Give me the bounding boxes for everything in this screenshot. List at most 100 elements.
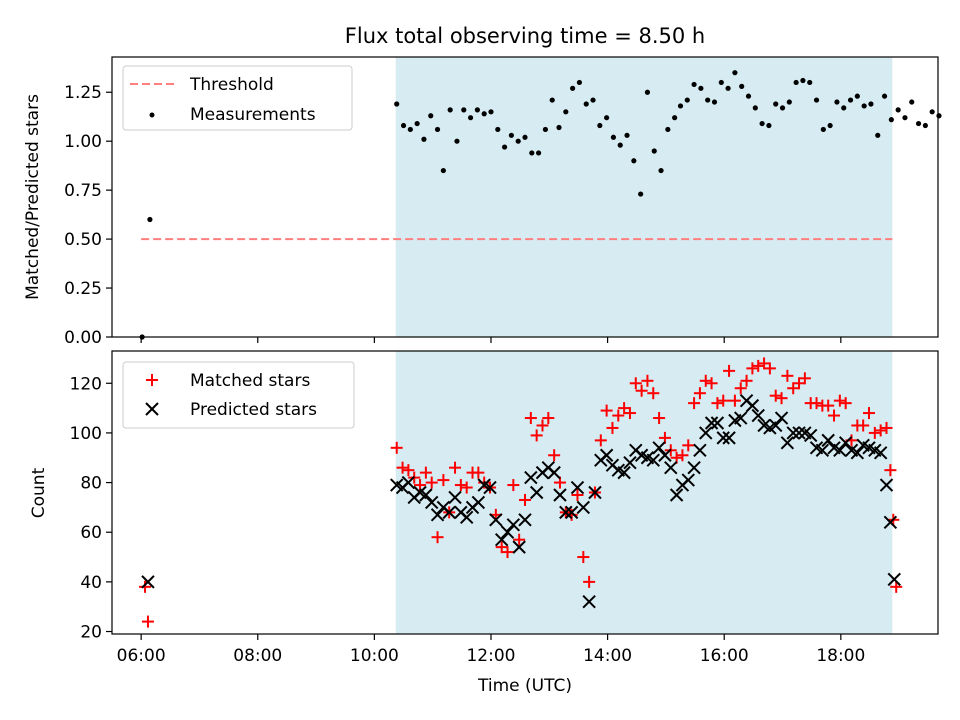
measurement-point: [147, 216, 153, 223]
measurement-point: [725, 85, 731, 91]
matched-stars-point: [775, 392, 788, 405]
predicted-stars-point: [506, 518, 521, 532]
y-tick-label: 1.25: [64, 83, 102, 103]
measurement-point: [820, 126, 826, 133]
measurement-point: [739, 83, 745, 89]
matched-stars-point: [542, 412, 555, 425]
matched-stars-point: [705, 377, 718, 390]
predicted-stars-point: [710, 416, 725, 430]
predicted-stars-point: [588, 485, 602, 500]
measurement-point: [677, 103, 684, 109]
measurement-point: [631, 158, 637, 164]
predicted-stars-point: [669, 488, 684, 502]
measurement-point: [563, 109, 569, 115]
y-tick-label: 1.00: [64, 132, 102, 152]
predicted-stars-point: [887, 572, 901, 587]
measurement-point: [847, 97, 854, 103]
legend-matched-label: Matched stars: [190, 371, 310, 391]
legend-predicted-label: Predicted stars: [190, 400, 317, 420]
measurement-point: [447, 107, 453, 113]
predicted-stars-point: [529, 485, 544, 500]
top-y-ticks: 0.00 0.25 0.50 0.75 1.00 1.25: [64, 83, 112, 348]
x-tick-label: 06:00: [117, 646, 166, 666]
measurement-point: [434, 126, 441, 133]
measurement-point: [711, 99, 718, 105]
matched-stars-point: [682, 439, 695, 452]
predicted-stars-point: [658, 448, 672, 462]
top-legend: Threshold Measurements: [122, 65, 353, 131]
legend-measurements-label: Measurements: [190, 105, 316, 125]
bottom-y-ticks: 20 40 60 80 100 120: [70, 374, 112, 643]
measurement-point: [732, 70, 738, 76]
predicted-stars-point: [570, 480, 585, 495]
predicted-stars-point: [524, 470, 538, 485]
measurement-point: [807, 79, 813, 86]
measurement-point: [718, 79, 724, 86]
predicted-stars-point: [582, 595, 596, 609]
matched-stars-point: [676, 449, 689, 462]
matched-stars-point: [612, 409, 625, 422]
measurement-point: [604, 115, 610, 121]
measurement-point: [583, 101, 589, 107]
predicted-stars-point: [833, 443, 847, 458]
matched-stars-point: [402, 464, 415, 477]
measurement-point: [786, 99, 792, 105]
measurement-point: [861, 103, 867, 109]
matched-stars-point: [501, 546, 514, 559]
measurement-point: [428, 113, 434, 119]
legend-matched-swatch: [146, 374, 158, 386]
measurement-point: [929, 109, 935, 115]
predicted-stars-point: [879, 478, 894, 492]
measurement-point: [522, 134, 528, 140]
predicted-stars-point: [448, 490, 462, 505]
measurement-point: [888, 117, 894, 123]
matched-stars-point: [728, 394, 741, 407]
matched-stars-point: [822, 399, 835, 412]
predicted-stars-point: [576, 500, 591, 515]
matched-stars-point: [868, 426, 881, 439]
matched-stars-point: [454, 479, 467, 492]
measurement-point: [773, 101, 779, 107]
matched-stars-point: [810, 397, 823, 410]
measurement-point: [407, 126, 413, 133]
measurement-point: [488, 109, 494, 115]
matched-stars-point: [641, 374, 654, 387]
predicted-stars-point: [821, 433, 835, 448]
measurement-point: [508, 132, 514, 138]
measurement-point: [684, 97, 690, 103]
predicted-stars-point: [547, 465, 561, 480]
matched-stars-point: [600, 404, 613, 417]
predicted-stars-point: [792, 426, 806, 440]
x-tick-label: 10:00: [350, 646, 399, 666]
predicted-stars-point: [494, 532, 509, 547]
predicted-stars-point: [512, 540, 526, 554]
y-tick-label: 40: [80, 573, 102, 593]
bottom-plot-marks: [139, 357, 903, 628]
y-tick-label: 120: [70, 374, 102, 394]
top-y-axis-label: Matched/Predicted stars: [23, 94, 43, 300]
measurement-point: [936, 113, 942, 119]
measurement-point: [529, 150, 535, 156]
matched-stars-point: [472, 466, 485, 479]
predicted-stars-point: [425, 495, 439, 510]
predicted-stars-point: [459, 510, 474, 525]
matched-stars-point: [828, 409, 841, 422]
matched-stars-point: [594, 434, 607, 447]
matched-stars-point: [752, 359, 765, 372]
measurement-point: [793, 79, 799, 86]
measurement-point: [698, 85, 704, 91]
matched-stars-point: [449, 461, 462, 474]
predicted-stars-point: [774, 411, 789, 425]
predicted-stars-point: [734, 411, 748, 425]
observing-window-span: [395, 351, 893, 634]
predicted-stars-point: [419, 488, 433, 502]
matched-stars-point: [717, 394, 730, 407]
predicted-stars-point: [745, 398, 760, 413]
measurement-point: [644, 89, 651, 95]
measurement-point: [766, 122, 772, 129]
measurement-point: [501, 144, 508, 150]
chart-title: Flux total observing time = 8.50 h: [345, 24, 705, 48]
predicted-stars-point: [883, 515, 898, 529]
measurement-point: [705, 97, 711, 103]
measurement-point: [800, 77, 806, 84]
